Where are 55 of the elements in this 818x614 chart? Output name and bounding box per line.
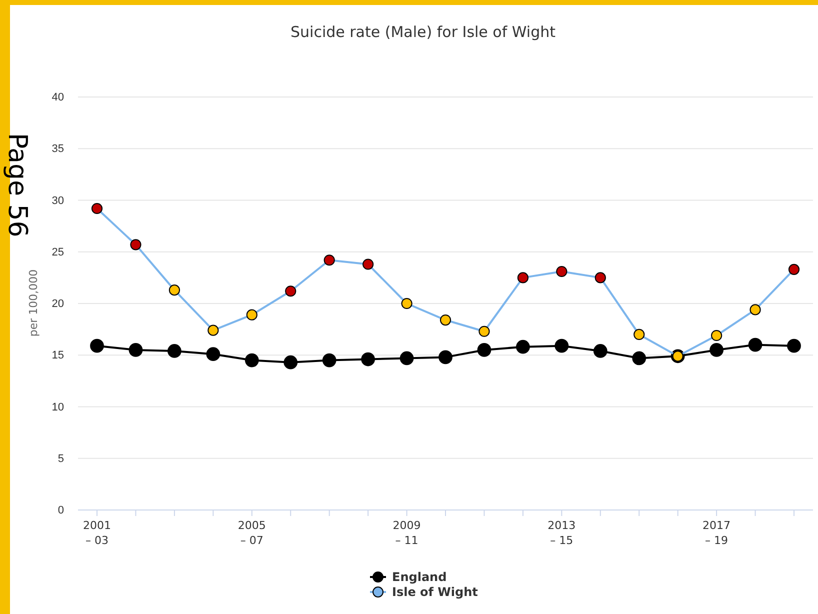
point <box>517 272 528 284</box>
point <box>284 355 298 370</box>
point <box>130 239 142 250</box>
point <box>206 347 220 362</box>
y-tick-label: 35 <box>52 143 64 156</box>
x-tick-label: 2001 – 03 <box>83 519 111 547</box>
x-tick-label: 2005 – 07 <box>238 519 266 547</box>
point <box>168 284 180 296</box>
point <box>748 338 762 352</box>
point <box>324 254 335 266</box>
point <box>750 304 761 316</box>
point <box>401 298 412 310</box>
point <box>478 326 490 337</box>
x-tick-label: 2017 – 19 <box>702 519 731 547</box>
point <box>787 338 801 353</box>
point <box>711 330 722 342</box>
chart-title: Suicide rate (Male) for Isle of Wight <box>290 23 556 41</box>
point <box>90 338 104 353</box>
point <box>632 351 646 366</box>
legend-label: Isle of Wight <box>392 585 478 599</box>
point <box>246 309 258 320</box>
y-tick-label: 40 <box>52 92 64 104</box>
y-tick-label: 25 <box>52 246 64 258</box>
point <box>361 352 375 366</box>
point <box>554 338 569 353</box>
point <box>593 344 608 358</box>
y-axis-title: per 100,000 <box>27 269 40 337</box>
point <box>244 353 259 368</box>
point <box>516 340 530 354</box>
point <box>438 350 452 364</box>
point <box>594 272 606 284</box>
point <box>440 314 452 326</box>
point <box>400 351 414 366</box>
point <box>556 266 568 278</box>
y-tick-label: 10 <box>52 401 64 414</box>
point <box>634 328 645 340</box>
point <box>788 264 800 275</box>
point <box>710 343 724 357</box>
point <box>128 343 143 357</box>
y-tick-label: 30 <box>52 194 64 207</box>
text: Page 56 <box>2 133 32 238</box>
legend-label: England <box>392 570 447 584</box>
point <box>362 258 374 270</box>
point <box>285 286 296 297</box>
x-tick-label: 2009 – 11 <box>392 519 421 547</box>
y-tick-label: 15 <box>52 350 64 362</box>
point <box>322 353 336 368</box>
point <box>91 202 103 214</box>
y-tick-label: 0 <box>58 504 64 517</box>
point <box>208 324 219 336</box>
x-tick-label: 2013 – 15 <box>548 519 576 547</box>
y-tick-label: 5 <box>58 452 64 465</box>
point <box>477 343 492 357</box>
y-tick-label: 20 <box>52 298 64 310</box>
point <box>168 344 182 358</box>
